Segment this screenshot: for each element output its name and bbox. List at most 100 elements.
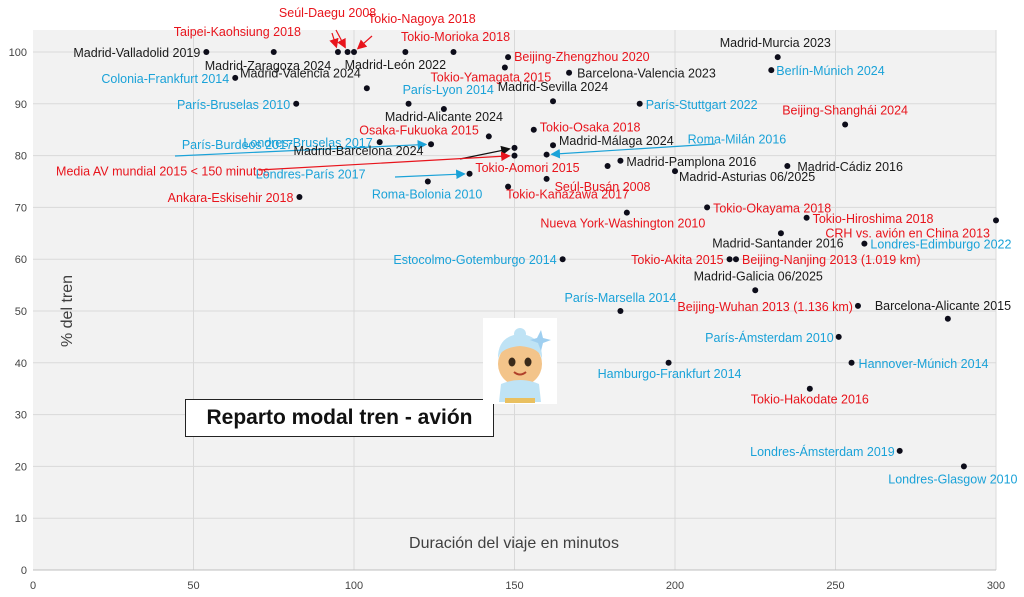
- point-label: Roma-Milán 2016: [688, 133, 787, 147]
- y-tick-label: 20: [15, 461, 27, 473]
- point-label: Beijing-Wuhan 2013 (1.136 km): [677, 300, 853, 314]
- point-label: Madrid-Cádiz 2016: [797, 160, 903, 174]
- point-label: Madrid-Zaragoza 2024: [205, 59, 332, 73]
- point-label: Madrid-Alicante 2024: [385, 110, 503, 124]
- data-point: [293, 100, 300, 107]
- data-point: [363, 85, 370, 92]
- y-tick-label: 70: [15, 202, 27, 214]
- point-label: Madrid-Asturias 06/2025: [679, 170, 815, 184]
- point-label: Madrid-Galicia 06/2025: [694, 269, 823, 283]
- data-point: [672, 168, 678, 175]
- data-point: [944, 315, 951, 322]
- point-label: París-Lyon 2014: [403, 83, 494, 97]
- x-tick-label: 150: [505, 580, 523, 592]
- point-label: Madrid-Pamplona 2016: [626, 155, 756, 169]
- point-label: Madrid-Barcelona 2024: [294, 144, 424, 158]
- data-point: [351, 49, 357, 55]
- data-point: [405, 100, 412, 107]
- point-label: Colonia-Frankfurt 2014: [101, 72, 229, 86]
- data-point: [636, 100, 643, 107]
- pointer-arrow: [394, 169, 466, 180]
- pointer-arrow: [459, 145, 511, 160]
- point-label: Beijing-Nanjing 2013 (1.019 km): [742, 253, 921, 267]
- data-point: [777, 230, 784, 237]
- x-tick-label: 50: [187, 580, 199, 592]
- y-tick-label: 80: [15, 151, 27, 163]
- x-tick-label: 300: [987, 580, 1005, 592]
- point-label: Beijing-Shanghái 2024: [782, 104, 908, 118]
- point-label: Tokio-Kanazawa 2017: [506, 188, 629, 202]
- data-point: [270, 49, 277, 55]
- point-label: Madrid-Sevilla 2024: [498, 80, 609, 94]
- pointer-arrow: [174, 140, 428, 157]
- point-label: Londres-Bruselas 2017: [243, 136, 372, 150]
- data-point: [768, 67, 775, 74]
- x-tick-label: 250: [826, 580, 844, 592]
- point-label: Madrid-Málaga 2024: [559, 134, 674, 148]
- point-label: Madrid-Valencia 2024: [240, 66, 361, 80]
- data-point: [334, 49, 341, 55]
- data-point: [466, 170, 473, 177]
- y-tick-label: 90: [15, 99, 27, 111]
- y-tick-label: 40: [15, 358, 27, 370]
- data-point: [896, 447, 903, 454]
- point-label: Madrid-Valladolid 2019: [73, 46, 200, 60]
- point-label: Seúl-Daegu 2008: [279, 6, 376, 20]
- pointer-arrow: [356, 35, 373, 50]
- data-point: [960, 463, 967, 470]
- data-point: [424, 178, 431, 185]
- y-tick-label: 50: [15, 306, 27, 318]
- point-label: Taipei-Kaohsiung 2018: [174, 25, 301, 39]
- data-point: [550, 142, 557, 149]
- point-label: Barcelona-Valencia 2023: [577, 67, 716, 81]
- point-label: Berlín-Múnich 2024: [776, 64, 884, 78]
- x-axis-title: Duración del viaje en minutos: [409, 535, 619, 552]
- point-label: Londres-Edimburgo 2022: [870, 238, 1011, 252]
- y-axis-title: % del tren: [59, 275, 76, 347]
- point-label: París-Burdeos 2017: [182, 138, 293, 152]
- point-label: París-Stuttgart 2022: [646, 98, 758, 112]
- data-point: [376, 139, 383, 146]
- pointer-arrow: [335, 29, 346, 49]
- y-tick-label: 10: [15, 513, 27, 525]
- x-tick-label: 0: [30, 580, 36, 592]
- pointer-arrow: [258, 151, 511, 171]
- data-point: [344, 49, 351, 55]
- data-point: [704, 204, 711, 211]
- data-point: [848, 359, 855, 366]
- point-label: Londres-Glasgow 2010: [888, 472, 1017, 486]
- data-point: [428, 141, 435, 148]
- point-label: Londres-Ámsterdam 2019: [750, 444, 895, 459]
- data-point: [543, 151, 550, 158]
- y-tick-label: 100: [9, 47, 27, 59]
- data-point: [993, 217, 999, 224]
- point-label: Madrid-Santander 2016: [712, 236, 843, 250]
- data-point: [604, 162, 611, 169]
- point-label: Tokio-Akita 2015: [631, 253, 723, 267]
- data-point: [203, 49, 210, 55]
- point-label: París-Marsella 2014: [565, 291, 677, 305]
- data-point: [505, 183, 512, 190]
- data-point: [511, 152, 518, 159]
- data-point: [485, 133, 492, 140]
- data-point: [530, 126, 537, 133]
- data-point: [501, 64, 508, 71]
- point-label: París-Ámsterdam 2010: [705, 330, 834, 345]
- data-point: [803, 214, 810, 221]
- data-point: [732, 256, 739, 263]
- pointer-arrow: [550, 143, 716, 159]
- data-point: [842, 121, 849, 128]
- data-point: [784, 162, 791, 169]
- point-label: Londres-París 2017: [256, 168, 366, 182]
- point-label: Hamburgo-Frankfurt 2014: [598, 367, 742, 381]
- point-label: Nueva York-Washington 2010: [540, 217, 705, 231]
- point-label: Barcelona-Alicante 2015: [875, 299, 1011, 313]
- point-label: Tokio-Nagoya 2018: [368, 12, 476, 26]
- data-point: [550, 98, 557, 105]
- point-label: Roma-Bolonia 2010: [372, 188, 483, 202]
- data-point: [450, 49, 457, 55]
- point-label: Tokio-Morioka 2018: [401, 30, 510, 44]
- data-point: [296, 194, 303, 201]
- point-label: Hannover-Múnich 2014: [859, 357, 989, 371]
- point-label: Tokio-Okayama 2018: [713, 201, 831, 215]
